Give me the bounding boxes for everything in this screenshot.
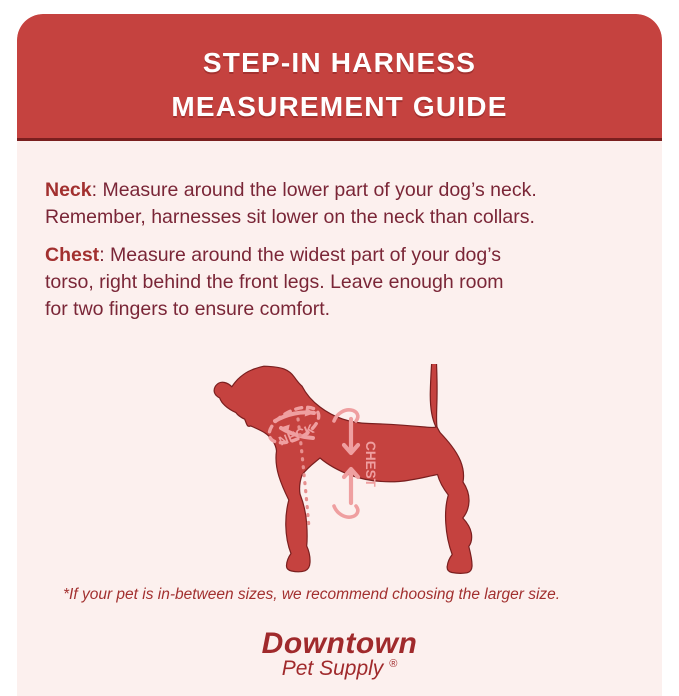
svg-text:CHEST: CHEST bbox=[363, 441, 378, 488]
